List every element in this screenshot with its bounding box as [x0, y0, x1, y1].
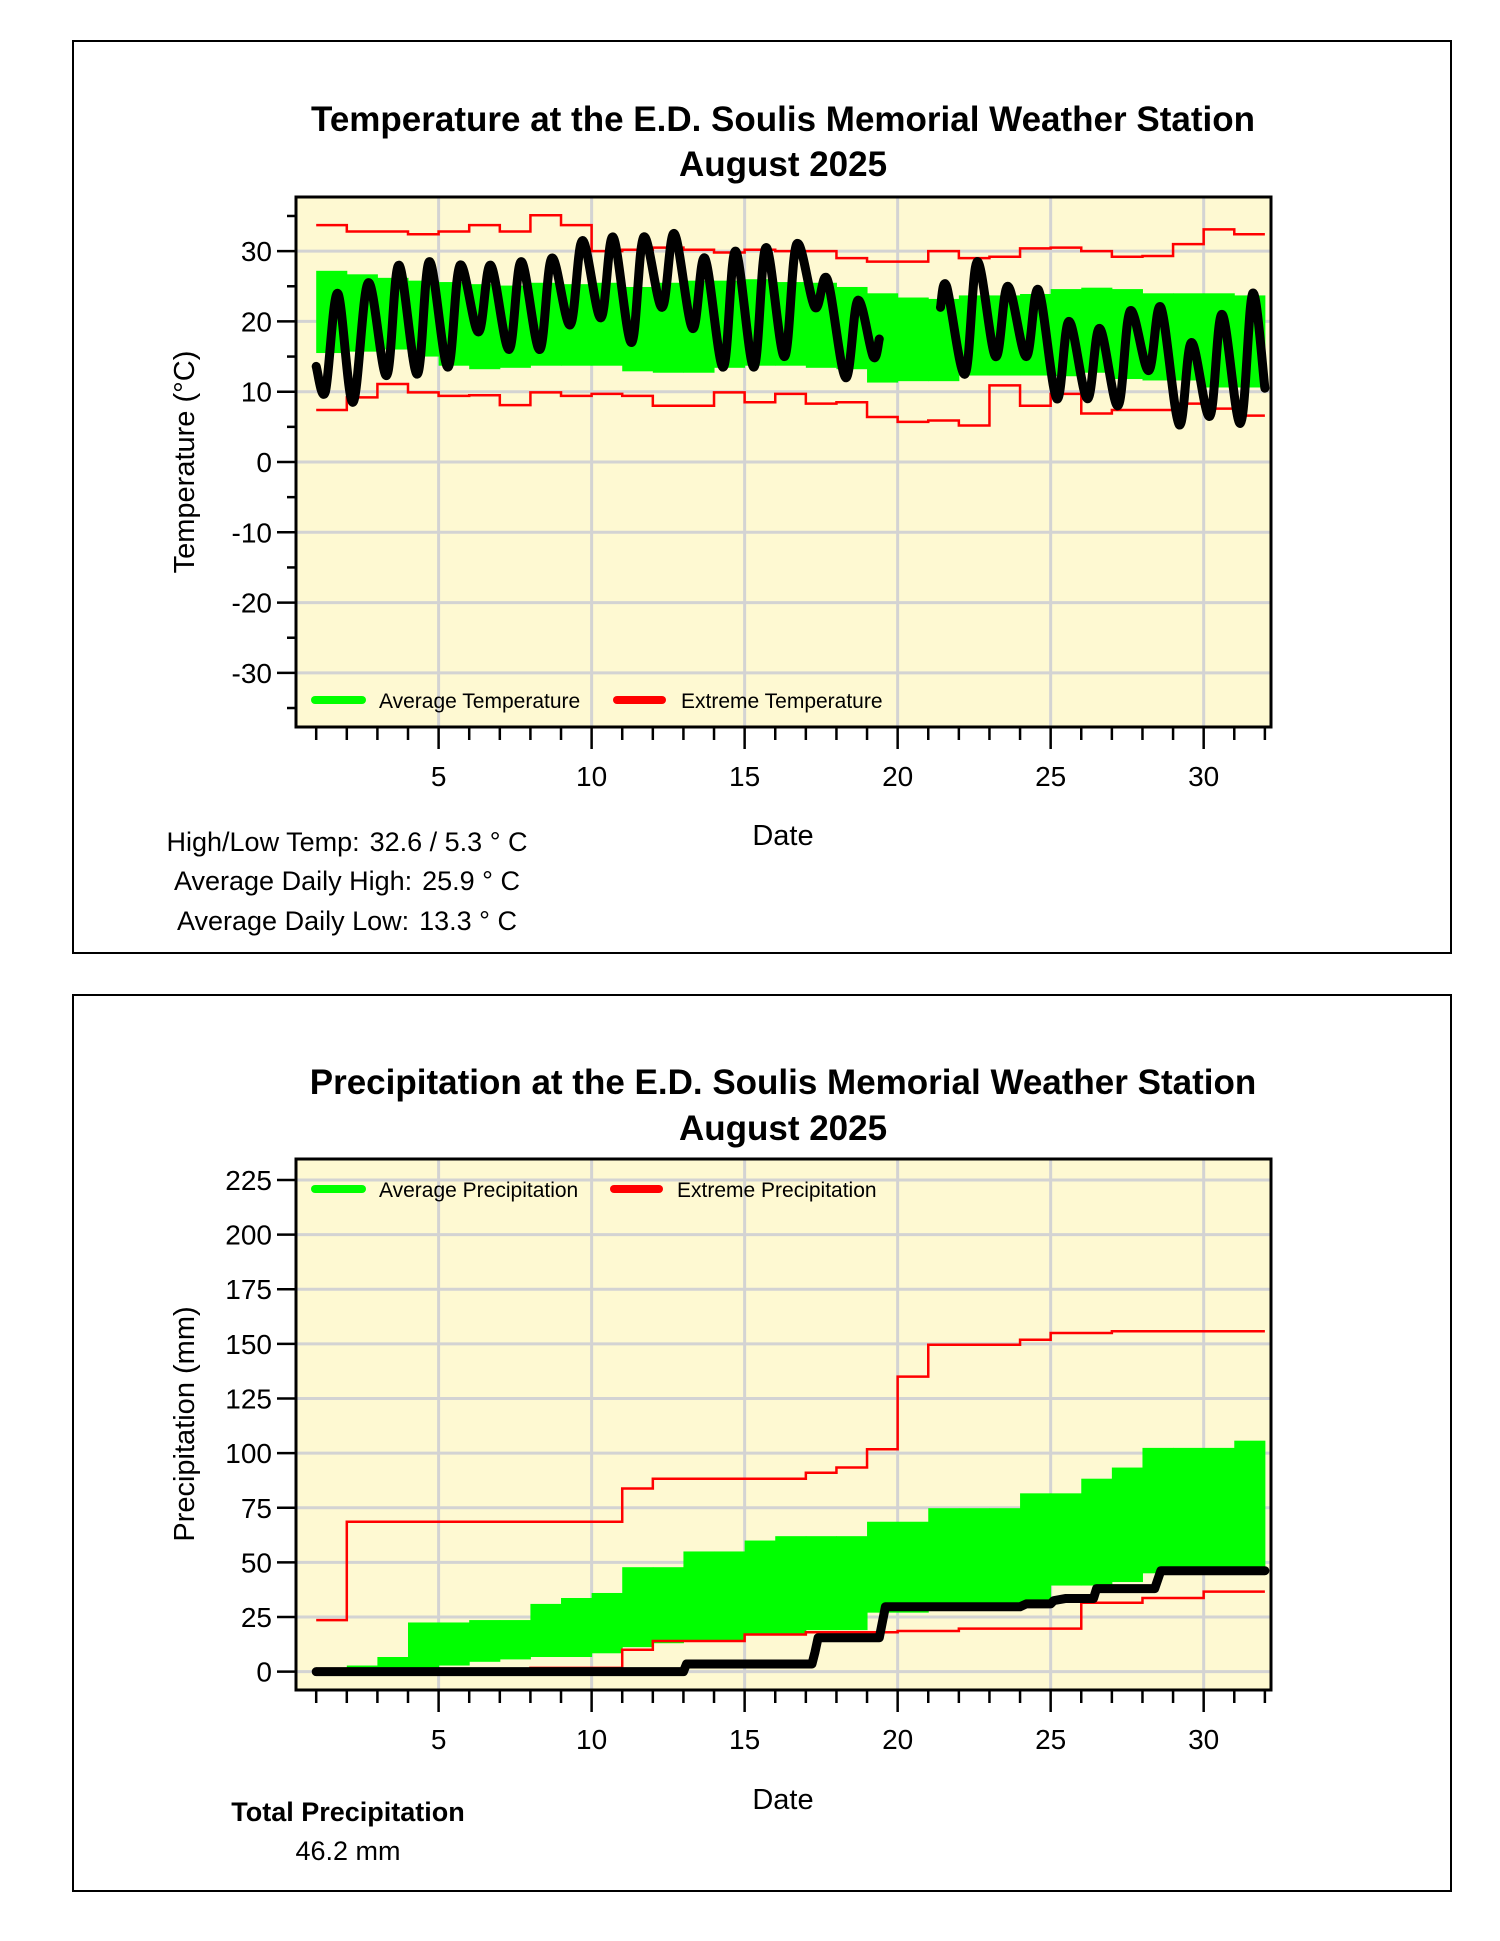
legend-extreme-label: Extreme Precipitation — [677, 1179, 877, 1202]
y-tick-label: 175 — [225, 1274, 272, 1305]
average-band-day — [1173, 1447, 1205, 1572]
extreme-low-line — [316, 382, 1265, 427]
total-precipitation-value: 46.2 mm — [295, 1836, 400, 1866]
y-tick-label: -30 — [232, 658, 272, 689]
y-tick-label: 0 — [256, 447, 272, 478]
temperature-y-axis-label: Temperature (°C) — [169, 351, 201, 574]
plot-frame — [294, 1157, 1273, 1692]
x-tick-label: 10 — [576, 761, 607, 792]
extreme-high-line — [316, 214, 1265, 263]
average-band-day — [683, 1551, 715, 1642]
average-band-day — [1234, 1440, 1266, 1572]
precipitation-chart-subtitle: August 2025 — [679, 1109, 887, 1148]
average-band-day — [714, 1551, 746, 1642]
legend-average-label: Average Precipitation — [379, 1179, 578, 1202]
stat-high-low: High/Low Temp: 32.6 / 5.3 ° C — [167, 827, 528, 857]
average-band-day — [561, 1598, 593, 1658]
average-band-day — [1020, 1493, 1052, 1606]
average-band-day — [438, 1622, 470, 1666]
average-band-day — [775, 1536, 807, 1635]
precipitation-y-axis-label: Precipitation (mm) — [169, 1306, 201, 1541]
average-band-day — [499, 1620, 531, 1660]
average-band-day — [897, 297, 929, 382]
y-tick-label: 50 — [241, 1547, 272, 1578]
actual-precipitation-line — [311, 1566, 1270, 1677]
x-tick-label: 20 — [882, 1724, 913, 1755]
stat-average-daily-low: Average Daily Low: 13.3 ° C — [177, 906, 517, 936]
y-tick-label: -20 — [232, 588, 272, 619]
average-band-day — [958, 1508, 990, 1609]
average-band-day — [867, 1521, 899, 1613]
average-band-day — [1142, 1447, 1174, 1574]
temperature-legend: Average Temperature Extreme Temperature — [311, 690, 883, 713]
y-tick-label: 20 — [241, 306, 272, 337]
average-band-day — [652, 1567, 684, 1644]
actual-temperature-line — [935, 257, 1270, 430]
temperature-x-axis-label: Date — [752, 820, 813, 852]
average-band-day — [622, 1567, 654, 1648]
average-band-day — [377, 1657, 409, 1670]
y-tick-label: 10 — [241, 377, 272, 408]
x-tick-label: 25 — [1035, 761, 1066, 792]
average-band-day — [897, 1521, 929, 1613]
extreme-high-line — [316, 1329, 1265, 1622]
average-band-day — [591, 1592, 623, 1654]
y-tick-label: 100 — [225, 1438, 272, 1469]
precipitation-plot: 5 10 15 20 25 30 225 200 175 150 125 100 75 50 25 0 — [225, 1157, 1273, 1755]
precipitation-chart-title: Precipitation at the E.D. Soulis Memoria… — [310, 1063, 1256, 1102]
average-band-day — [530, 1603, 562, 1658]
y-tick-label: 0 — [256, 1657, 272, 1688]
y-tick-label: 30 — [241, 236, 272, 267]
y-tick-label: 200 — [225, 1220, 272, 1251]
temperature-chart-title: Temperature at the E.D. Soulis Memorial … — [311, 100, 1255, 139]
average-band-day — [1050, 1493, 1082, 1586]
precipitation-x-axis-label: Date — [752, 1784, 813, 1816]
x-tick-label: 20 — [882, 761, 913, 792]
y-tick-label: 225 — [225, 1165, 272, 1196]
stat-average-daily-high: Average Daily High: 25.9 ° C — [174, 866, 520, 896]
temperature-stats: High/Low Temp: 32.6 / 5.3 ° C Average Dai… — [167, 827, 528, 936]
y-tick-label: 150 — [225, 1329, 272, 1360]
x-tick-label: 30 — [1188, 761, 1219, 792]
average-band-day — [836, 1536, 868, 1631]
x-tick-label: 5 — [431, 1724, 447, 1755]
total-precipitation-label: Total Precipitation — [231, 1797, 465, 1827]
average-band-day — [1111, 1467, 1143, 1583]
x-tick-label: 5 — [431, 761, 447, 792]
actual-temperature-line — [311, 229, 884, 407]
y-tick-label: 75 — [241, 1493, 272, 1524]
average-band-day — [1203, 1447, 1235, 1572]
precipitation-legend: Average Precipitation Extreme Precipitat… — [311, 1179, 877, 1202]
x-tick-label: 25 — [1035, 1724, 1066, 1755]
average-band-day — [989, 1508, 1021, 1609]
legend-average-label: Average Temperature — [379, 690, 580, 713]
x-tick-label: 15 — [729, 761, 760, 792]
y-tick-label: -10 — [232, 517, 272, 548]
x-tick-label: 15 — [729, 1724, 760, 1755]
temperature-plot: 5 10 15 20 25 30 30 20 10 0 -10 -20 -30 — [232, 195, 1273, 792]
average-band-day — [928, 1508, 960, 1611]
average-band-day — [469, 1620, 501, 1662]
x-tick-label: 10 — [576, 1724, 607, 1755]
legend-extreme-label: Extreme Temperature — [681, 690, 883, 713]
temperature-chart-subtitle: August 2025 — [679, 145, 887, 184]
average-band-day — [744, 1540, 776, 1635]
average-band-day — [805, 1536, 837, 1631]
x-tick-label: 30 — [1188, 1724, 1219, 1755]
y-tick-label: 125 — [225, 1383, 272, 1414]
y-tick-label: 25 — [241, 1602, 272, 1633]
average-band-day — [1081, 1478, 1113, 1586]
average-band-day — [408, 1622, 440, 1670]
